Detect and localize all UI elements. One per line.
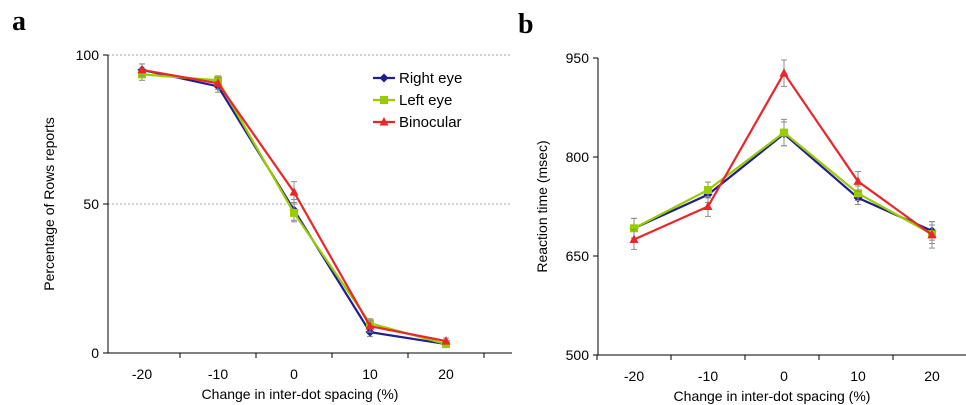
legend-marker bbox=[380, 96, 388, 104]
tick-labels: 500 650 800 950 -20 -10 0 10 20 bbox=[566, 50, 940, 384]
data-point bbox=[137, 64, 147, 74]
data-point bbox=[703, 201, 713, 210]
x-axis-label: Change in inter-dot spacing (%) bbox=[202, 386, 399, 402]
series-line bbox=[633, 132, 933, 232]
series-layer bbox=[137, 63, 451, 349]
x-tick-label: 0 bbox=[290, 366, 298, 382]
data-point bbox=[779, 68, 789, 77]
series-binocular bbox=[137, 63, 451, 345]
x-tick-label: 10 bbox=[362, 366, 378, 382]
x-tick-label: 10 bbox=[850, 368, 866, 384]
data-point bbox=[704, 186, 712, 194]
y-axis-label: Reaction time (msec) bbox=[534, 140, 550, 272]
legend-item-left-eye: Left eye bbox=[373, 92, 452, 109]
series-line bbox=[633, 71, 933, 241]
y-tick-label: 50 bbox=[83, 196, 99, 212]
y-tick-label: 650 bbox=[566, 248, 590, 264]
series-left-eye bbox=[138, 67, 450, 349]
y-tick-label: 500 bbox=[566, 347, 590, 363]
legend-marker bbox=[379, 117, 389, 126]
series-binocular bbox=[629, 59, 937, 250]
data-point bbox=[289, 187, 299, 196]
panel-label-a: a bbox=[12, 6, 26, 37]
data-point bbox=[365, 321, 375, 330]
y-axis-label: Percentage of Rows reports bbox=[41, 117, 57, 291]
y-tick-label: 100 bbox=[76, 47, 100, 63]
x-tick-label: -10 bbox=[698, 368, 718, 384]
data-point bbox=[629, 234, 639, 243]
data-point bbox=[441, 336, 451, 345]
data-point bbox=[853, 176, 863, 185]
data-point bbox=[290, 208, 298, 217]
y-tick-label: 800 bbox=[566, 149, 590, 165]
axes bbox=[103, 54, 512, 358]
reference-lines bbox=[108, 54, 512, 205]
x-tick-label: -20 bbox=[132, 366, 152, 382]
legend-item-binocular: Binocular bbox=[373, 114, 462, 131]
x-tick-label: 20 bbox=[924, 368, 940, 384]
y-tick-label: 950 bbox=[566, 50, 590, 66]
x-tick-label: 0 bbox=[780, 368, 788, 384]
x-tick-label: 20 bbox=[438, 366, 454, 382]
series-layer bbox=[629, 59, 937, 250]
panel-label-b: b bbox=[518, 9, 534, 40]
legend-item-right-eye: Right eye bbox=[373, 70, 462, 87]
axes bbox=[593, 57, 966, 360]
tick-labels: 0 50 100 -20 -10 0 10 20 bbox=[76, 47, 454, 382]
legend: Right eye Left eye Binocular bbox=[373, 70, 462, 131]
legend-label: Binocular bbox=[399, 114, 462, 131]
chart-a: 0 50 100 -20 -10 0 10 20 Change in inter-dot sp… bbox=[41, 47, 512, 402]
chart-b: 500 650 800 950 -20 -10 0 10 20 Change in inter-… bbox=[534, 50, 966, 404]
series-right-eye bbox=[629, 121, 937, 241]
legend-label: Left eye bbox=[399, 92, 452, 109]
data-point bbox=[927, 229, 937, 239]
y-tick-label: 0 bbox=[91, 345, 99, 361]
data-point bbox=[213, 78, 223, 87]
x-tick-label: -20 bbox=[624, 368, 644, 384]
data-point bbox=[780, 128, 788, 137]
legend-label: Right eye bbox=[399, 70, 462, 87]
x-axis-label: Change in inter-dot spacing (%) bbox=[674, 388, 871, 404]
data-point bbox=[854, 189, 862, 198]
data-point bbox=[630, 224, 638, 233]
series-left-eye bbox=[630, 118, 936, 244]
x-tick-label: -10 bbox=[208, 366, 228, 382]
legend-marker bbox=[379, 73, 389, 83]
